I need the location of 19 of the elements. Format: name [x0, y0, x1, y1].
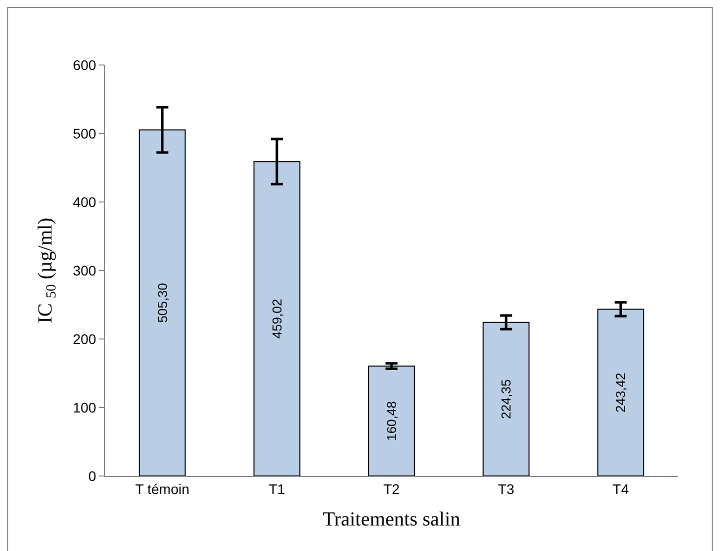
x-tick-label: T2: [383, 480, 400, 497]
y-tick-label: 600: [72, 56, 96, 73]
data-label: 160,48: [384, 401, 399, 441]
y-tick-label: 300: [72, 262, 96, 278]
data-label: 243,42: [613, 372, 628, 413]
y-tick-label: 200: [72, 330, 96, 347]
x-tick-label: T3: [498, 480, 514, 497]
data-label: 505,30: [154, 283, 170, 323]
y-tick-label: 100: [72, 399, 96, 416]
x-tick-label: T4: [612, 480, 630, 497]
data-label: 224,35: [498, 379, 514, 420]
x-axis-title: Traitements salin: [322, 508, 460, 530]
bar: [368, 366, 415, 476]
y-tick-label: 400: [72, 194, 96, 210]
data-label: 459,02: [269, 298, 284, 339]
y-tick-label: 500: [72, 125, 96, 142]
y-tick-label: 0: [88, 468, 96, 484]
x-tick-label: T témoin: [135, 480, 190, 497]
x-tick-label: T1: [268, 480, 286, 497]
